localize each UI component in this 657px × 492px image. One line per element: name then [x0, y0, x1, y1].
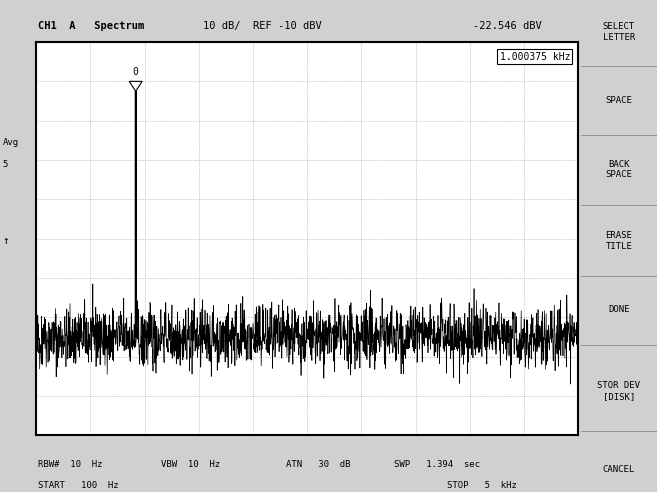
Polygon shape [129, 81, 142, 91]
Text: 10 dB/  REF -10 dBV: 10 dB/ REF -10 dBV [204, 21, 322, 31]
Text: -22.546 dBV: -22.546 dBV [473, 21, 542, 31]
Text: ERASE
TITLE: ERASE TITLE [606, 231, 632, 251]
Text: STOR DEV
[DISK]: STOR DEV [DISK] [597, 381, 641, 401]
Text: START   100  Hz: START 100 Hz [38, 481, 119, 490]
Text: ↑: ↑ [3, 236, 9, 246]
Text: DONE: DONE [608, 306, 629, 314]
Text: 0: 0 [133, 67, 139, 77]
Text: SWP   1.394  sec: SWP 1.394 sec [394, 460, 480, 469]
Text: CANCEL: CANCEL [602, 465, 635, 474]
Text: VBW  10  Hz: VBW 10 Hz [161, 460, 220, 469]
Text: Avg: Avg [3, 138, 19, 147]
Text: ATN   30  dB: ATN 30 dB [286, 460, 350, 469]
Text: 1.000375 kHz: 1.000375 kHz [499, 52, 570, 62]
Text: RBW#  10  Hz: RBW# 10 Hz [38, 460, 102, 469]
Text: 5: 5 [3, 160, 8, 169]
Text: STOP   5  kHz: STOP 5 kHz [447, 481, 516, 490]
Text: SELECT
LETTER: SELECT LETTER [602, 22, 635, 42]
Text: BACK
SPACE: BACK SPACE [606, 160, 632, 180]
Text: CH1  A   Spectrum: CH1 A Spectrum [38, 21, 145, 31]
Text: SPACE: SPACE [606, 96, 632, 105]
